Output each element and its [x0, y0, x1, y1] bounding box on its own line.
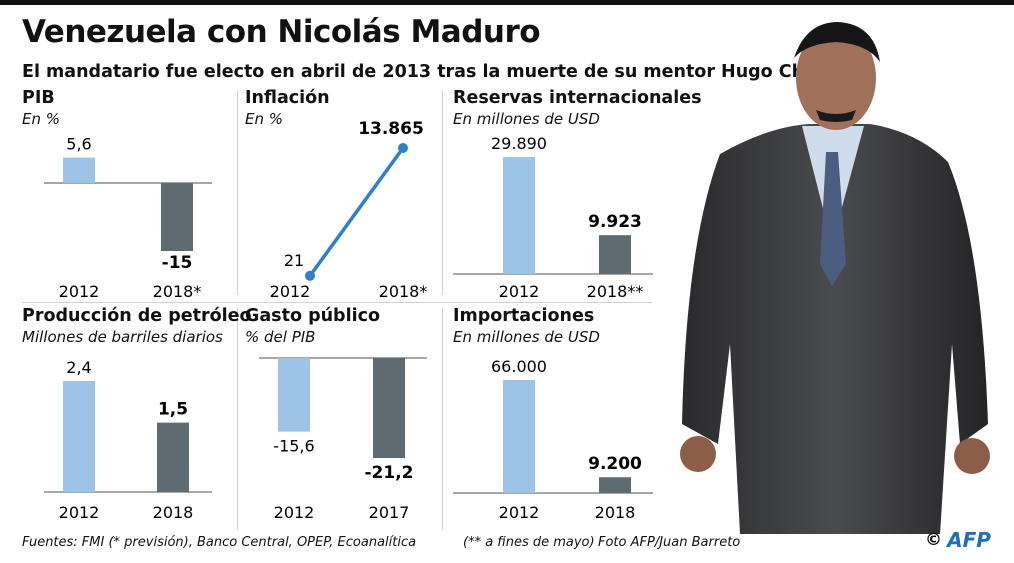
footer-sources: Fuentes: FMI (* previsión), Banco Centra… [22, 535, 417, 550]
bar [278, 358, 310, 432]
bar [373, 358, 405, 458]
category-label: 2017 [369, 503, 410, 522]
panel-pib: PIB En % 5,6 2012 -15 2018* [22, 88, 234, 303]
value-label: 66.000 [491, 357, 547, 376]
category-label: 2012 [270, 282, 311, 301]
page-subtitle: El mandatario fue electo en abril de 201… [22, 62, 850, 82]
panel-title: Importaciones [453, 306, 595, 326]
value-label: -15 [162, 253, 193, 273]
category-label: 2012 [274, 503, 315, 522]
page-title: Venezuela con Nicolás Maduro [22, 14, 541, 50]
category-label: 2018* [153, 282, 202, 301]
afp-logo: AFP [947, 528, 991, 552]
bar [503, 157, 535, 274]
line-series [308, 146, 405, 277]
divider-vertical-4 [442, 308, 443, 530]
importaciones-chart: 66.000 2012 9.200 2018 [453, 357, 653, 522]
panel-importaciones: Importaciones En millones de USD 66.000 2… [453, 306, 653, 531]
panel-unit: En millones de USD [453, 110, 600, 128]
footer-note: (** a fines de mayo) [463, 535, 595, 550]
bar [599, 477, 631, 493]
bar [161, 183, 193, 251]
category-label: 2018 [153, 503, 194, 522]
reservas-chart: 29.890 2012 9.923 2018** [453, 134, 653, 301]
bar [599, 235, 631, 274]
panel-title: Reservas internacionales [453, 88, 702, 108]
category-label: 2012 [499, 503, 540, 522]
value-label: 21 [284, 251, 304, 270]
divider-vertical-3 [237, 308, 238, 530]
panel-title: Gasto público [245, 306, 380, 326]
bar [503, 380, 535, 493]
line-point [305, 270, 315, 281]
divider-vertical-1 [237, 90, 238, 295]
panel-reservas: Reservas internacionales En millones de … [453, 88, 702, 303]
petroleo-chart: 2,4 2012 1,5 2018 [44, 358, 212, 522]
panel-title: Producción de petróleo [22, 306, 252, 326]
value-label: 29.890 [491, 134, 547, 153]
agency-credit: © AFP [925, 528, 991, 552]
panel-unit: % del PIB [245, 328, 316, 346]
panel-inflacion: Inflación En % 21 13.865 2012 2018* [245, 88, 440, 303]
category-label: 2012 [59, 503, 100, 522]
category-label: 2012 [499, 282, 540, 301]
inflacion-chart: 21 13.865 2012 2018* [270, 119, 428, 301]
value-label: -21,2 [365, 463, 414, 483]
panel-gasto: Gasto público % del PIB -15,6 2012 -21,2 20… [245, 306, 440, 531]
value-label: 9.200 [588, 454, 642, 474]
value-label: 1,5 [158, 400, 188, 420]
value-label: 13.865 [358, 119, 424, 139]
gasto-chart: -15,6 2012 -21,2 2017 [259, 357, 427, 522]
panel-title: PIB [22, 88, 55, 108]
bar [63, 157, 95, 183]
value-label: 2,4 [66, 358, 91, 377]
value-label: 9.923 [588, 212, 642, 232]
top-rule [0, 0, 1014, 5]
panel-unit: Millones de barriles diarios [22, 328, 223, 346]
value-label: 5,6 [66, 135, 91, 154]
line-point [398, 143, 408, 153]
panel-petroleo: Producción de petróleo Millones de barri… [22, 306, 252, 531]
panel-unit: En % [22, 110, 61, 128]
category-label: 2018 [595, 503, 636, 522]
footer-photo-credit: Foto AFP/Juan Barreto [598, 535, 741, 550]
maduro-photo [680, 22, 990, 534]
copyright-symbol: © [925, 530, 942, 550]
bar [157, 422, 189, 492]
category-label: 2018** [587, 282, 644, 301]
category-label: 2012 [59, 282, 100, 301]
divider-horizontal [22, 302, 652, 303]
panel-unit: En millones de USD [453, 328, 600, 346]
divider-vertical-2 [442, 90, 443, 295]
pib-chart: 5,6 2012 -15 2018* [44, 135, 212, 301]
bar [63, 381, 95, 492]
value-label: -15,6 [273, 437, 314, 456]
category-label: 2018* [379, 282, 428, 301]
panel-unit: En % [245, 110, 284, 128]
panel-title: Inflación [245, 88, 330, 108]
